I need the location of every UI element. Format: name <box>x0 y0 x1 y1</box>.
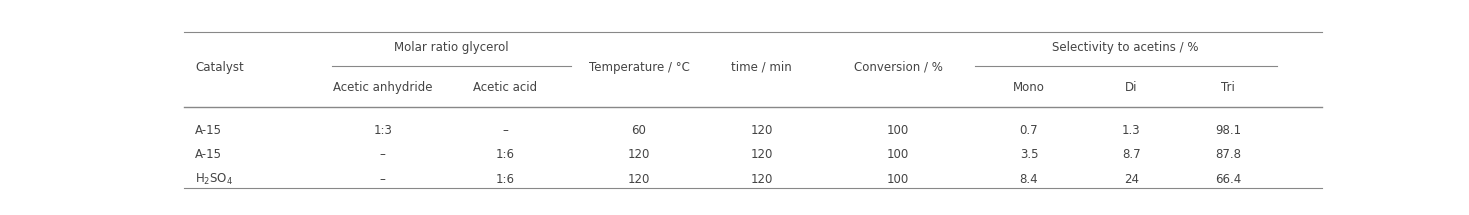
Text: 66.4: 66.4 <box>1215 173 1241 186</box>
Text: A-15: A-15 <box>195 124 222 137</box>
Text: Acetic acid: Acetic acid <box>473 81 538 94</box>
Text: –: – <box>380 148 386 161</box>
Text: Catalyst: Catalyst <box>195 61 244 74</box>
Text: 3.5: 3.5 <box>1019 148 1039 161</box>
Text: time / min: time / min <box>732 61 792 74</box>
Text: Acetic anhydride: Acetic anhydride <box>333 81 432 94</box>
Text: 1.3: 1.3 <box>1122 124 1141 137</box>
Text: 0.7: 0.7 <box>1019 124 1039 137</box>
Text: 100: 100 <box>887 148 909 161</box>
Text: 87.8: 87.8 <box>1215 148 1241 161</box>
Text: 120: 120 <box>751 148 773 161</box>
Text: Selectivity to acetins / %: Selectivity to acetins / % <box>1052 41 1199 54</box>
Text: 120: 120 <box>627 148 651 161</box>
Text: 8.7: 8.7 <box>1122 148 1141 161</box>
Text: 100: 100 <box>887 124 909 137</box>
Text: –: – <box>502 124 508 137</box>
Text: 98.1: 98.1 <box>1215 124 1241 137</box>
Text: –: – <box>380 173 386 186</box>
Text: Conversion / %: Conversion / % <box>853 61 943 74</box>
Text: 1:6: 1:6 <box>495 148 514 161</box>
Text: H$_2$SO$_4$: H$_2$SO$_4$ <box>195 172 234 187</box>
Text: 120: 120 <box>751 124 773 137</box>
Text: Molar ratio glycerol: Molar ratio glycerol <box>394 41 508 54</box>
Text: Di: Di <box>1125 81 1137 94</box>
Text: 8.4: 8.4 <box>1019 173 1039 186</box>
Text: 1:3: 1:3 <box>373 124 392 137</box>
Text: Mono: Mono <box>1014 81 1044 94</box>
Text: 120: 120 <box>627 173 651 186</box>
Text: 60: 60 <box>632 124 646 137</box>
Text: A-15: A-15 <box>195 148 222 161</box>
Text: Temperature / °C: Temperature / °C <box>589 61 689 74</box>
Text: 24: 24 <box>1124 173 1138 186</box>
Text: 120: 120 <box>751 173 773 186</box>
Text: Tri: Tri <box>1221 81 1235 94</box>
Text: 1:6: 1:6 <box>495 173 514 186</box>
Text: 100: 100 <box>887 173 909 186</box>
